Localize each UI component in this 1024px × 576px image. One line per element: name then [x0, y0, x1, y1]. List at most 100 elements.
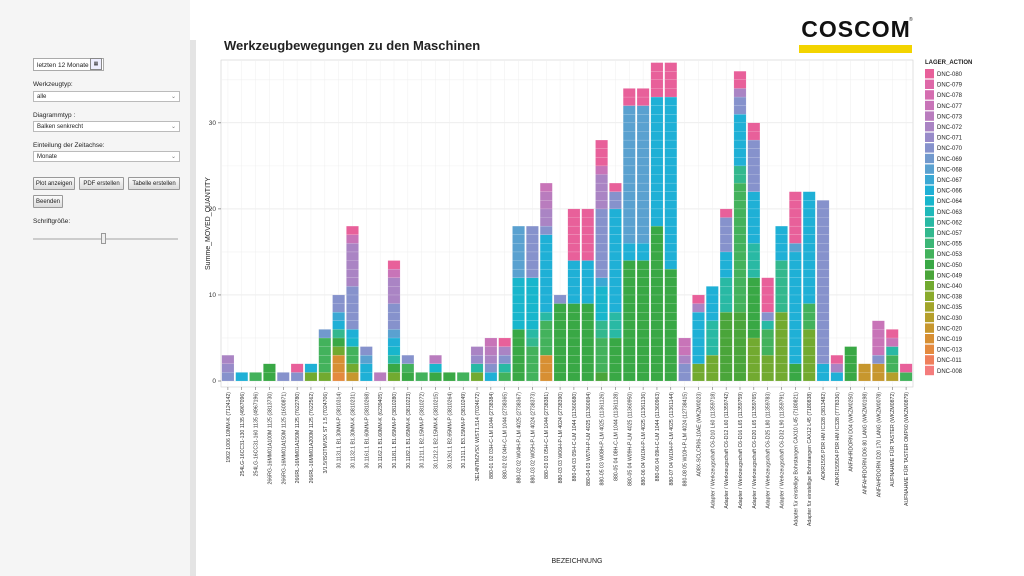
bar-segment: [692, 303, 705, 313]
x-tick-label: 1902 1006 10MM-K (7124142): [226, 392, 232, 463]
bar-segment: [609, 200, 622, 210]
bar-segment: [664, 148, 678, 158]
bar-segment: [484, 355, 498, 364]
bar-segment: [360, 346, 373, 356]
x-tick-label: 880-04 03 05H-C-LM 1044 (11360680): [572, 392, 578, 482]
bar-segment: [775, 346, 788, 356]
legend-label: DNC-019: [937, 337, 963, 343]
bar-segment: [387, 355, 401, 364]
x-tick-label: Adapter / Werkzeugschaft C6-D12 L60 (113…: [724, 392, 730, 509]
bar-segment: [581, 346, 595, 356]
bar-segment: [747, 337, 761, 347]
legend-swatch: [925, 334, 934, 344]
exit-button[interactable]: Beenden: [33, 195, 63, 208]
legend-label: DNC-053: [937, 252, 963, 258]
bar-segment: [221, 372, 235, 382]
tooltype-select[interactable]: alle ⌄: [33, 91, 180, 102]
bar-segment: [526, 225, 539, 235]
bar-segment: [789, 191, 802, 201]
bar-segment: [733, 131, 747, 141]
bar-segment: [719, 268, 733, 278]
bar-segment: [650, 277, 664, 287]
bar-segment: [650, 182, 664, 192]
bar-segment: [733, 372, 747, 382]
bar-segment: [664, 157, 678, 167]
bar-segment: [650, 200, 664, 210]
bar-segment: [609, 294, 622, 304]
bar-segment: [567, 294, 581, 304]
bar-segment: [664, 200, 678, 210]
bar-segment: [595, 311, 608, 321]
bar-segment: [802, 217, 816, 227]
bar-segment: [761, 286, 774, 296]
bar-segment: [553, 329, 567, 339]
bar-segment: [401, 355, 415, 364]
bar-segment: [733, 71, 747, 80]
bar-segment: [789, 346, 802, 356]
x-tick-label: Adapter / Werkzeugschaft C6-D20 L65 (113…: [752, 392, 758, 509]
bar-segment: [526, 234, 539, 244]
bar-segment: [650, 139, 664, 149]
bar-segment: [429, 372, 442, 382]
bar-segment: [719, 329, 733, 339]
bar-segment: [346, 234, 359, 244]
bar-segment: [650, 337, 664, 347]
bar-segment: [346, 311, 359, 321]
legend-label: DNC-070: [937, 146, 963, 152]
pdf-button[interactable]: PDF erstellen: [79, 177, 124, 190]
bar-segment: [304, 363, 318, 373]
bar-segment: [650, 148, 664, 158]
timeaxis-select[interactable]: Monate ⌄: [33, 151, 180, 162]
x-tick-label: 3/1.5/ISOTMVSX ST 1.5 (7024706): [323, 392, 329, 474]
bar-segment: [290, 363, 304, 373]
bar-segment: [719, 277, 733, 287]
legend-label: DNC-008: [937, 369, 963, 375]
bar-segment: [581, 294, 595, 304]
bar-segment: [650, 157, 664, 167]
bar-segment: [733, 79, 747, 89]
bar-segment: [581, 311, 595, 321]
bar-segment: [332, 320, 345, 330]
bar-segment: [526, 294, 539, 304]
coscom-logo: COSCOM: [801, 16, 911, 42]
bar-segment: [747, 234, 761, 244]
bar-segment: [747, 122, 761, 132]
legend-label: DNC-035: [937, 305, 963, 311]
bar-segment: [664, 225, 678, 235]
fontsize-slider-thumb[interactable]: [100, 233, 106, 244]
bar-segment: [650, 191, 664, 201]
bar-segment: [719, 303, 733, 313]
bar-segment: [567, 286, 581, 296]
diagramtype-select[interactable]: Balken senkrecht ⌄: [33, 121, 180, 132]
period-input[interactable]: letzten 12 Monate: [33, 58, 104, 71]
bar-segment: [595, 363, 608, 373]
bar-segment: [401, 363, 415, 373]
bar-segment: [623, 191, 636, 201]
table-button[interactable]: Tabelle erstellen: [128, 177, 180, 190]
bar-segment: [553, 337, 567, 347]
bar-segment: [733, 268, 747, 278]
bar-segment: [830, 355, 844, 364]
bar-segment: [539, 260, 553, 270]
plot-button[interactable]: Plot anzeigen: [33, 177, 75, 190]
bar-segment: [802, 337, 816, 347]
bar-segment: [595, 286, 608, 296]
bar-segment: [664, 88, 678, 98]
bar-segment: [539, 363, 553, 373]
bar-segment: [553, 320, 567, 330]
logo-yellow-bar: [799, 45, 912, 53]
bar-segment: [747, 311, 761, 321]
calendar-icon[interactable]: ▦: [90, 58, 102, 70]
bar-segment: [706, 337, 719, 347]
bar-segment: [775, 303, 788, 313]
bar-segment: [733, 225, 747, 235]
bar-segment: [789, 260, 802, 270]
bar-segment: [650, 114, 664, 124]
x-tick-label: 30.1162.1 B1.60MM-K (6239405): [378, 392, 384, 469]
bar-segment: [636, 277, 650, 287]
bar-segment: [664, 191, 678, 201]
bar-segment: [636, 131, 650, 141]
bar-segment: [650, 372, 664, 382]
bar-segment: [609, 234, 622, 244]
bar-segment: [636, 355, 650, 364]
